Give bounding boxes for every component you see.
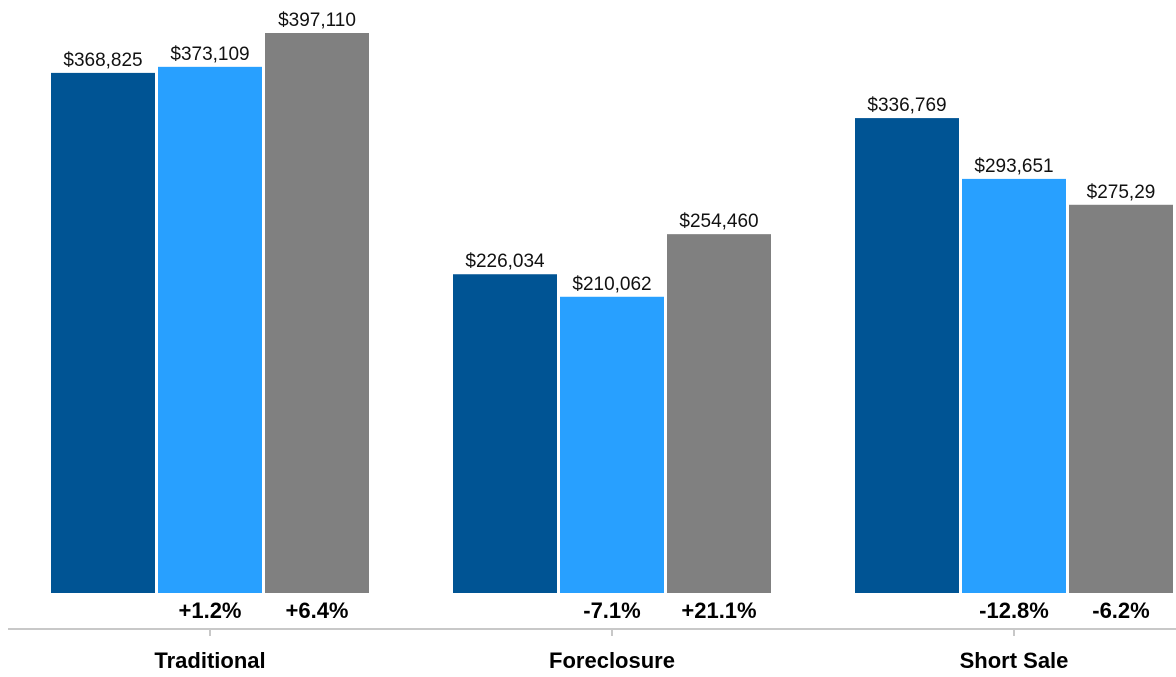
bar-foreclosure-3 (667, 234, 771, 594)
bar-foreclosure-2 (560, 296, 664, 593)
bar-traditional-1 (51, 72, 155, 593)
change-label: -12.8% (979, 598, 1049, 623)
category-labels-layer: Traditional Foreclosure Short Sale (154, 648, 1068, 673)
value-labels-layer: $368,825 $373,109 $397,110 $226,034 $210,062… (63, 10, 1155, 295)
value-label: $397,110 (278, 10, 356, 31)
bar-foreclosure-1 (453, 274, 557, 593)
bar-traditional-2 (158, 66, 262, 593)
value-label: $373,109 (170, 44, 249, 65)
category-label: Short Sale (960, 648, 1069, 673)
change-labels-layer: +1.2% +6.4% -7.1% +21.1% -12.8% -6.2% (179, 598, 1150, 623)
bar-short-sale-2 (962, 178, 1066, 593)
category-label: Foreclosure (549, 648, 675, 673)
change-label: -7.1% (583, 598, 640, 623)
change-label: +6.4% (286, 598, 349, 623)
value-label: $210,062 (572, 274, 651, 295)
value-label: $226,034 (465, 251, 545, 272)
x-axis-ticks (209, 629, 1015, 636)
bar-short-sale-3 (1069, 204, 1173, 593)
bar-traditional-3 (265, 33, 369, 593)
value-label: $368,825 (63, 50, 142, 71)
change-label: +1.2% (179, 598, 242, 623)
value-label: $275,29 (1087, 182, 1156, 203)
value-label: $293,651 (974, 156, 1053, 177)
bar-short-sale-1 (855, 118, 959, 593)
change-label: +21.1% (681, 598, 756, 623)
value-label: $254,460 (679, 211, 758, 232)
bars-layer (51, 33, 1173, 594)
value-label: $336,769 (867, 95, 946, 116)
change-label: -6.2% (1092, 598, 1149, 623)
category-label: Traditional (154, 648, 265, 673)
